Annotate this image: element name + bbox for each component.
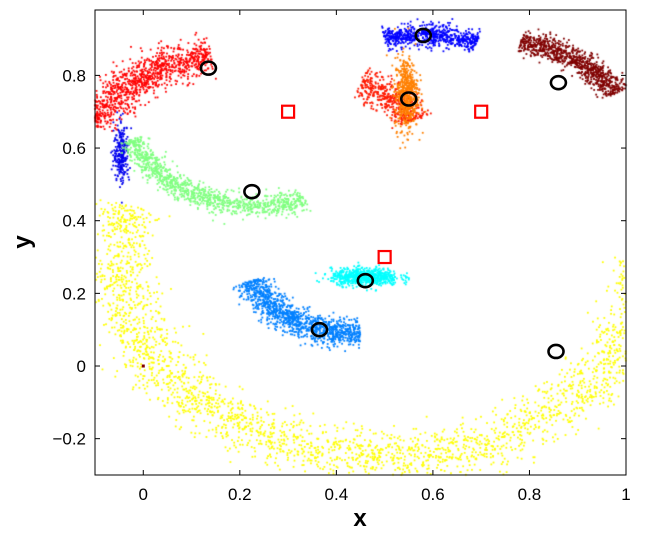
x-axis-ticks: 0 0.2 0.4 0.6 0.8 1 <box>139 10 631 504</box>
x-tick-label: 0.8 <box>518 485 542 504</box>
square-marker-3 <box>377 249 392 265</box>
square-marker-1 <box>280 104 296 119</box>
marker-layer <box>141 27 568 368</box>
centroid-marker-5 <box>549 74 568 91</box>
centroid-marker-7 <box>310 321 329 338</box>
y-tick-label: 0.4 <box>62 212 86 231</box>
y-tick-label: 0 <box>77 357 86 376</box>
centroid-marker-2 <box>243 183 261 200</box>
centroid-marker-4 <box>399 91 418 107</box>
y-tick-label: 0.6 <box>62 139 86 158</box>
origin-marker <box>141 364 145 368</box>
x-tick-label: 0.2 <box>228 485 252 504</box>
x-tick-label: 0 <box>139 485 148 504</box>
x-tick-label: 0.4 <box>325 485 349 504</box>
y-tick-label: −0.2 <box>52 430 86 449</box>
y-axis-ticks: −0.2 0 0.2 0.4 0.6 0.8 <box>52 66 626 449</box>
x-tick-label: 1 <box>621 485 630 504</box>
square-marker-2 <box>474 104 489 119</box>
y-tick-label: 0.2 <box>62 284 86 303</box>
centroid-marker-1 <box>199 60 218 76</box>
x-axis-label: x <box>353 505 367 532</box>
y-axis-label: y <box>9 235 36 249</box>
centroid-marker-8 <box>547 343 565 360</box>
y-tick-label: 0.8 <box>62 66 86 85</box>
centroid-marker-3 <box>414 27 433 44</box>
centroid-marker-6 <box>356 272 375 289</box>
x-tick-label: 0.6 <box>421 485 445 504</box>
plot-frame <box>94 9 627 476</box>
